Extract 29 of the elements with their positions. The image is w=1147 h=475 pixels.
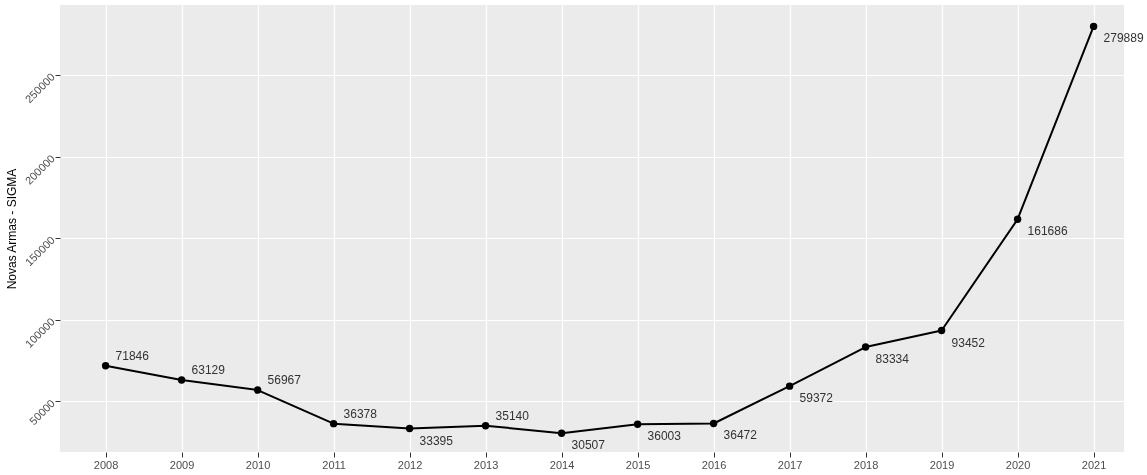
data-label: 56967 <box>267 373 302 388</box>
x-tick-label: 2021 <box>1081 458 1107 471</box>
x-tick-label: 2010 <box>245 458 271 471</box>
data-label: 83334 <box>875 352 910 367</box>
data-label: 93452 <box>951 335 986 350</box>
data-label: 63129 <box>191 363 226 378</box>
x-tick-label: 2016 <box>701 458 727 471</box>
x-tick-label: 2011 <box>322 458 346 471</box>
data-label: 36472 <box>723 428 758 443</box>
data-label: 161686 <box>1027 224 1068 239</box>
data-label: 30507 <box>571 438 606 453</box>
x-tick-label: 2015 <box>625 458 651 471</box>
x-tick-label: 2009 <box>169 458 195 471</box>
x-tick-label: 2014 <box>549 458 575 471</box>
data-label: 36003 <box>647 429 682 444</box>
data-label: 71846 <box>115 348 150 363</box>
data-label: 33395 <box>419 433 454 448</box>
x-tick-label: 2020 <box>1005 458 1031 471</box>
x-tick-label: 2019 <box>929 458 955 471</box>
y-axis-title: Novas Armas - SIGMA <box>5 168 20 290</box>
data-label: 35140 <box>495 408 530 423</box>
x-tick-label: 2008 <box>93 458 119 471</box>
x-tick-label: 2018 <box>853 458 879 471</box>
x-tick-label: 2013 <box>473 458 499 471</box>
x-tick-label: 2017 <box>777 458 803 471</box>
data-label: 59372 <box>799 391 834 406</box>
x-tick-label: 2012 <box>397 458 423 471</box>
data-label: 279889 <box>1103 31 1144 46</box>
data-label: 36378 <box>343 406 378 421</box>
